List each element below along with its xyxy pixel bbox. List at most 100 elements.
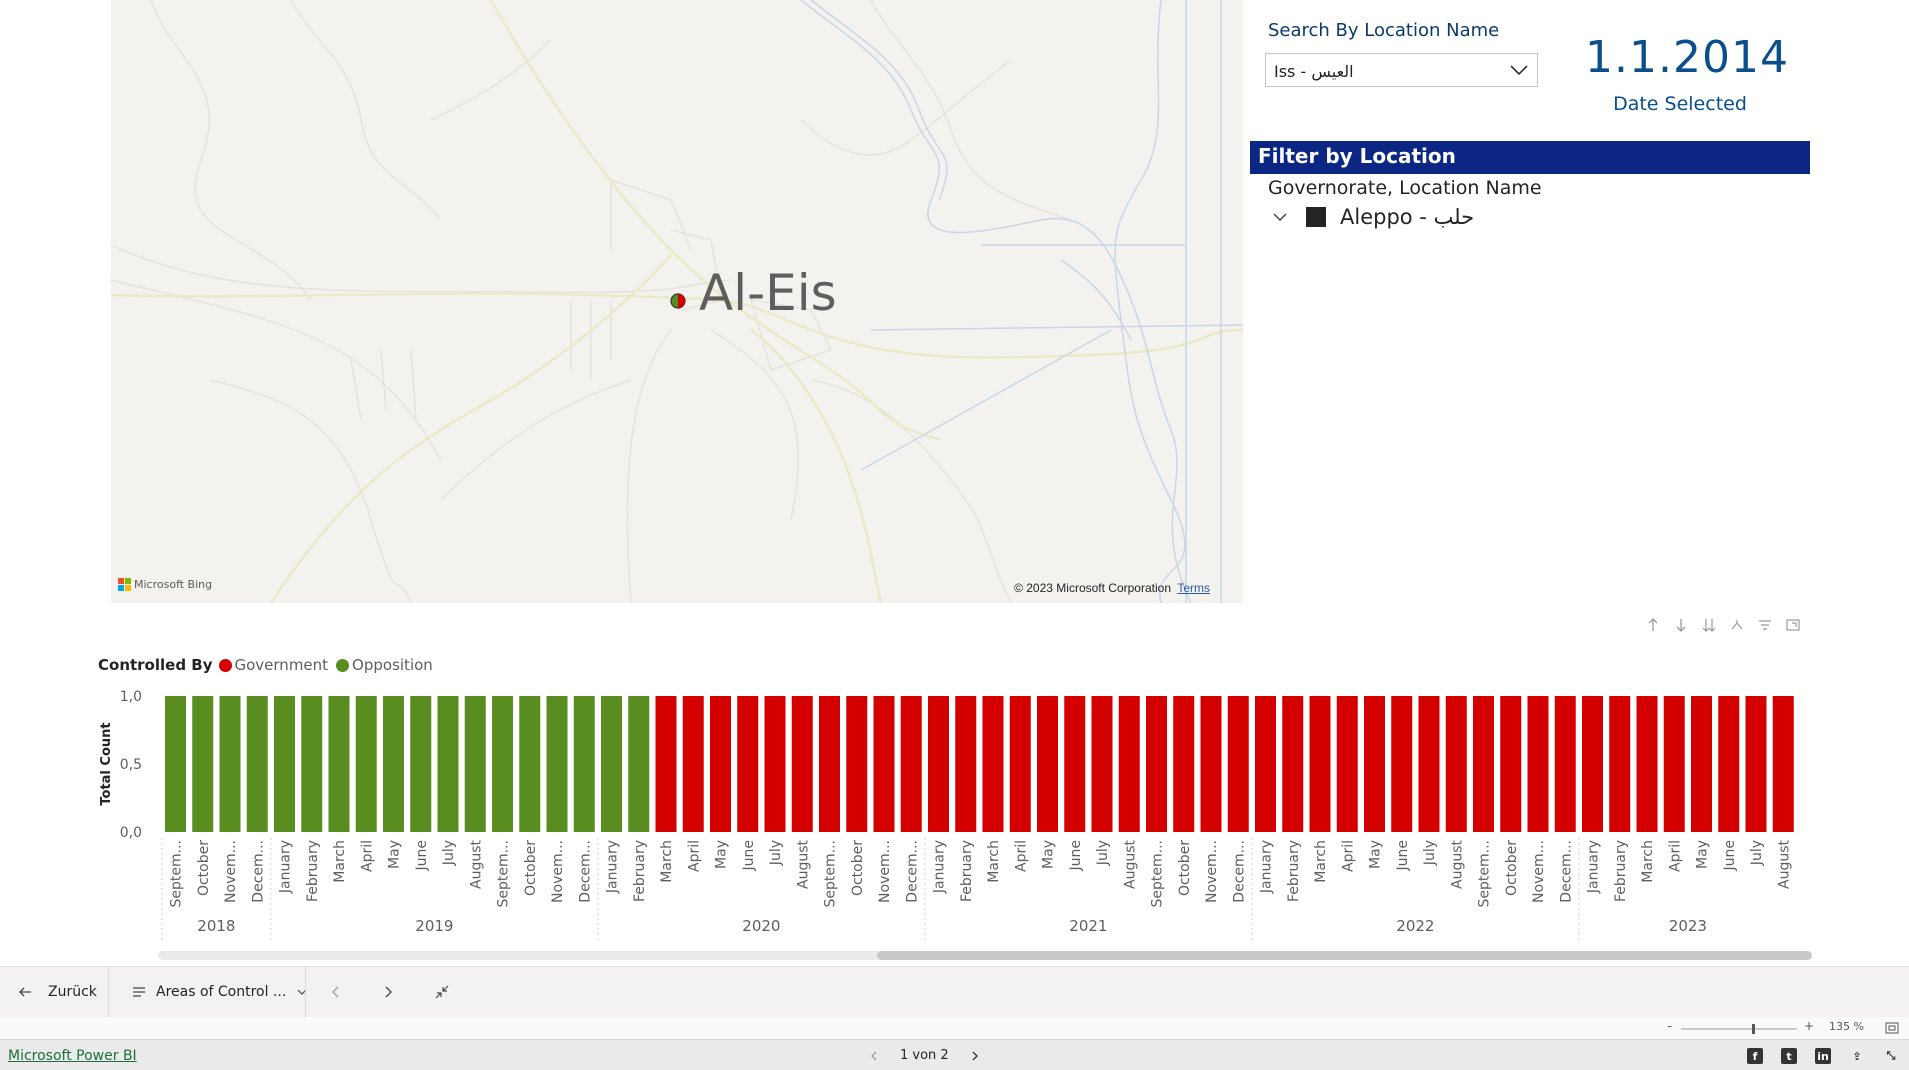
zoom-in-button[interactable]: + [1803,1019,1814,1033]
collapse-button[interactable] [434,967,450,1017]
bar[interactable] [928,696,949,832]
bar[interactable] [682,696,704,832]
chevron-right-icon [385,986,392,998]
bar[interactable] [1118,696,1140,832]
next-page-button[interactable] [384,967,394,1017]
map-visual[interactable]: Al-Eis Microsoft Bing © 2023 Microsoft C… [111,0,1243,603]
bar[interactable] [1527,696,1549,832]
bar[interactable] [274,696,295,832]
bar[interactable] [1391,696,1413,832]
bar[interactable] [246,696,268,832]
bar[interactable] [873,696,895,832]
page-menu-button[interactable]: Areas of Control ... [132,967,308,1017]
focus-mode-icon[interactable] [1785,617,1801,633]
x-tick-label: Septem... [823,840,839,907]
bar-chart[interactable]: Total Count 1,0 0,5 0,0 Septem... October Nov… [90,680,1820,950]
location-dropdown[interactable]: Iss - العيس [1265,53,1538,87]
bar[interactable] [1691,696,1712,832]
chart-scrollbar-thumb[interactable] [877,951,1812,960]
bar[interactable] [791,696,813,832]
location-marker[interactable] [670,293,686,309]
bar[interactable] [1554,696,1576,832]
expand-all-down-icon[interactable] [1701,617,1717,633]
bar[interactable] [1609,696,1631,832]
bar[interactable] [1037,696,1058,832]
bar[interactable] [1173,696,1195,832]
filter-item-aleppo[interactable]: Aleppo - حلب [1272,205,1474,229]
bar[interactable] [1091,696,1113,832]
legend-item-government[interactable]: Government [218,656,328,674]
chevron-down-icon[interactable] [1272,211,1288,223]
bar[interactable] [1636,696,1658,832]
bar[interactable] [628,696,650,832]
expand-hierarchy-icon[interactable] [1729,617,1745,633]
fullscreen-icon[interactable]: ⤡ [1886,1049,1896,1062]
bar[interactable] [1500,696,1522,832]
fit-page-icon[interactable] [1885,1022,1899,1034]
bar[interactable] [1745,696,1767,832]
back-button[interactable]: Zurück [18,967,97,1017]
bar[interactable] [1663,696,1685,832]
bar[interactable] [1064,696,1086,832]
legend-item-opposition[interactable]: Opposition [336,656,433,674]
bar[interactable] [1718,696,1740,832]
checkbox-icon[interactable] [1306,207,1326,227]
bar[interactable] [437,696,459,832]
map-terms-link[interactable]: Terms [1177,581,1210,595]
zoom-slider[interactable] [1679,1023,1799,1035]
bar[interactable] [982,696,1004,832]
bar[interactable] [519,696,541,832]
twitter-icon[interactable]: t [1781,1048,1797,1064]
bar[interactable] [601,696,622,832]
bar[interactable] [328,696,350,832]
bar[interactable] [192,696,214,832]
bar[interactable] [846,696,868,832]
linkedin-icon[interactable]: in [1815,1048,1831,1064]
bar[interactable] [165,696,186,832]
bar[interactable] [1282,696,1304,832]
bar[interactable] [1445,696,1467,832]
previous-page-button[interactable] [330,967,340,1017]
bar[interactable] [710,696,731,832]
bar[interactable] [1255,696,1276,832]
year-axis-labels: 2018 2019 2020 2021 2022 2023 [161,838,1707,940]
bar[interactable] [955,696,977,832]
bar[interactable] [900,696,922,832]
bar[interactable] [655,696,677,832]
bar[interactable] [219,696,241,832]
bar[interactable] [1364,696,1385,832]
bar[interactable] [764,696,786,832]
bar[interactable] [1473,696,1494,832]
zoom-out-button[interactable]: - [1667,1019,1672,1033]
footer: Microsoft Power BI 1 von 2 f t in ⇪ ⤡ [0,1039,1909,1070]
bar[interactable] [464,696,486,832]
facebook-icon[interactable]: f [1747,1048,1763,1064]
chevron-left-icon[interactable] [870,1050,878,1062]
bar[interactable] [301,696,323,832]
bar[interactable] [1309,696,1331,832]
bar[interactable] [1200,696,1222,832]
bar[interactable] [492,696,513,832]
bar[interactable] [819,696,840,832]
bar[interactable] [1336,696,1358,832]
bar[interactable] [355,696,377,832]
bar[interactable] [1227,696,1249,832]
bar[interactable] [410,696,432,832]
drill-up-icon[interactable] [1645,617,1661,633]
filter-item-label: Aleppo - حلب [1340,205,1475,229]
chevron-right-icon[interactable] [971,1050,979,1062]
bar[interactable] [1772,696,1794,832]
power-bi-link[interactable]: Microsoft Power BI [8,1048,137,1064]
bar[interactable] [573,696,595,832]
x-tick-label: August [1776,839,1792,889]
bar[interactable] [546,696,568,832]
drill-down-icon[interactable] [1673,617,1689,633]
bar[interactable] [1582,696,1603,832]
bar[interactable] [737,696,759,832]
bar[interactable] [1009,696,1031,832]
bar[interactable] [1418,696,1440,832]
bar[interactable] [1146,696,1167,832]
filter-icon[interactable] [1757,617,1773,633]
share-icon[interactable]: ⇪ [1852,1049,1862,1063]
bar[interactable] [383,696,404,832]
